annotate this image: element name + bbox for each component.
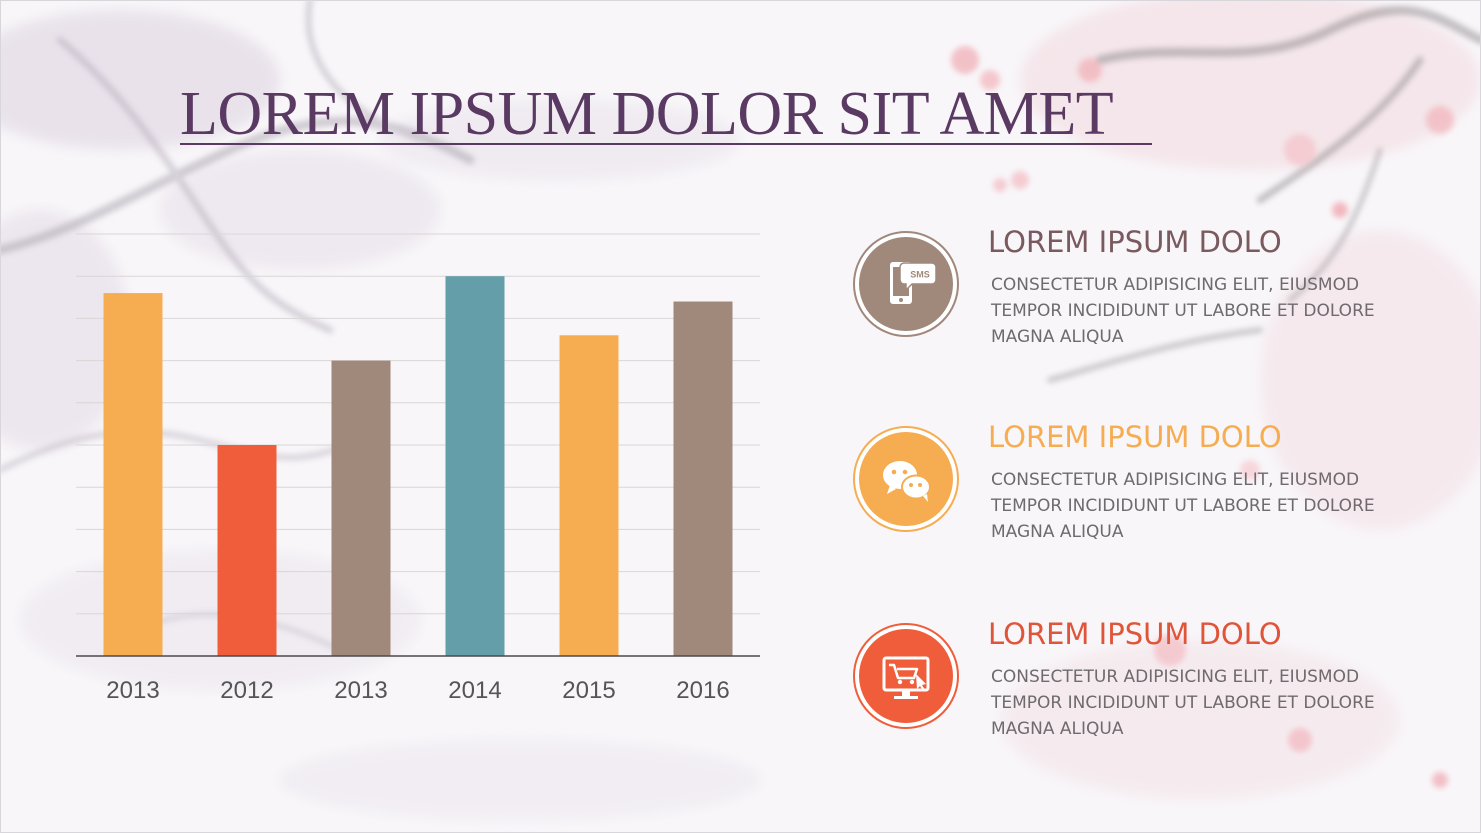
bar-2013-2	[331, 360, 391, 656]
info-body: CONSECTETUR ADIPISICING ELIT, EIUSMOD TE…	[991, 667, 1375, 739]
page-title: LOREM IPSUM DOLOR SIT AMET	[180, 80, 1114, 148]
x-tick-label: 2013	[334, 677, 387, 704]
shopping-cart-monitor-icon	[853, 623, 959, 729]
x-tick-label: 2012	[220, 677, 273, 704]
x-tick-label: 2015	[562, 677, 615, 704]
info-body: CONSECTETUR ADIPISICING ELIT, EIUSMOD TE…	[991, 275, 1375, 347]
bar-2016-5	[673, 301, 733, 656]
info-item-chat: LOREM IPSUM DOLO CONSECTETUR ADIPISICING…	[852, 420, 1452, 565]
sms-phone-icon: SMS	[853, 231, 959, 337]
x-axis-tick-labels: 2013 2012 2013 2014 2015 2016	[106, 677, 729, 704]
info-heading: LOREM IPSUM DOLO	[988, 225, 1282, 259]
info-item-cart: LOREM IPSUM DOLO CONSECTETUR ADIPISICING…	[852, 617, 1452, 762]
bar-2013-0	[103, 293, 163, 656]
x-tick-label: 2016	[676, 677, 729, 704]
chat-bubbles-icon	[853, 426, 959, 532]
bar-2014-3	[445, 276, 505, 656]
x-tick-label: 2014	[448, 677, 501, 704]
bar-2015-4	[559, 335, 619, 656]
x-tick-label: 2013	[106, 677, 159, 704]
title-underline	[180, 143, 1152, 145]
info-heading: LOREM IPSUM DOLO	[988, 420, 1282, 454]
info-heading: LOREM IPSUM DOLO	[988, 617, 1282, 651]
bar-2012-1	[217, 445, 277, 656]
info-body: CONSECTETUR ADIPISICING ELIT, EIUSMOD TE…	[991, 470, 1375, 542]
chart-gridlines	[76, 233, 760, 615]
chart-bars	[103, 276, 733, 656]
sms-badge-text: SMS	[910, 270, 930, 280]
bar-chart: 2013 2012 2013 2014 2015 2016	[76, 233, 760, 704]
info-item-sms: SMS LOREM IPSUM DOLO CONSECTETUR ADIPISI…	[852, 225, 1452, 370]
